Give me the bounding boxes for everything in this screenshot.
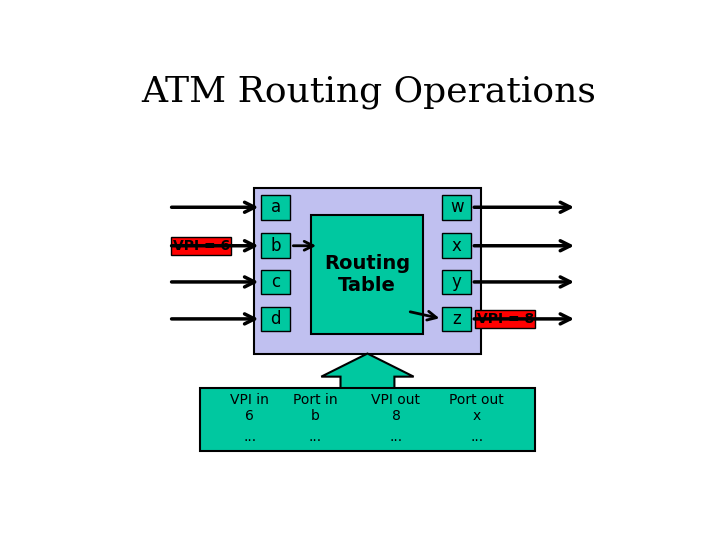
Text: ...: ... — [390, 430, 402, 444]
Text: 8: 8 — [392, 409, 400, 423]
Polygon shape — [321, 354, 414, 400]
FancyBboxPatch shape — [442, 269, 472, 294]
Text: a: a — [271, 198, 281, 216]
Text: Routing
Table: Routing Table — [324, 254, 410, 295]
Text: VPI = 8: VPI = 8 — [477, 312, 534, 326]
Text: d: d — [271, 310, 281, 328]
Text: ATM Routing Operations: ATM Routing Operations — [142, 75, 596, 109]
FancyBboxPatch shape — [442, 233, 472, 258]
Text: x: x — [472, 409, 481, 423]
Text: b: b — [310, 409, 320, 423]
Text: x: x — [452, 237, 462, 255]
FancyBboxPatch shape — [261, 195, 290, 220]
FancyBboxPatch shape — [199, 388, 534, 451]
FancyBboxPatch shape — [475, 309, 535, 328]
FancyBboxPatch shape — [171, 237, 231, 255]
Text: VPI = 6: VPI = 6 — [173, 239, 230, 253]
Text: Port in: Port in — [293, 393, 338, 407]
FancyBboxPatch shape — [261, 233, 290, 258]
Text: c: c — [271, 273, 280, 291]
Text: w: w — [450, 198, 464, 216]
FancyBboxPatch shape — [261, 269, 290, 294]
Text: b: b — [271, 237, 281, 255]
FancyBboxPatch shape — [253, 188, 481, 354]
Text: z: z — [452, 310, 461, 328]
Text: ...: ... — [309, 430, 322, 444]
Text: VPI in: VPI in — [230, 393, 269, 407]
Text: 6: 6 — [246, 409, 254, 423]
Text: ...: ... — [243, 430, 256, 444]
Text: ...: ... — [470, 430, 483, 444]
FancyBboxPatch shape — [311, 215, 423, 334]
FancyBboxPatch shape — [442, 307, 472, 331]
Text: y: y — [452, 273, 462, 291]
FancyBboxPatch shape — [261, 307, 290, 331]
FancyBboxPatch shape — [442, 195, 472, 220]
Text: VPI out: VPI out — [372, 393, 420, 407]
Text: Port out: Port out — [449, 393, 504, 407]
